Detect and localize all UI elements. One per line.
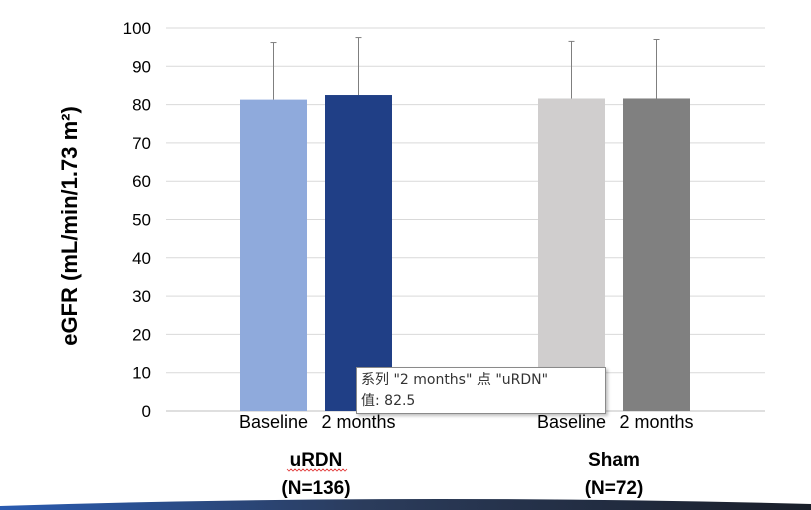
group-n-sham: (N=72) [585,478,644,499]
category-labels: Baseline 2 months Baseline 2 months [239,412,694,432]
bar-urdn-baseline [240,99,307,411]
y-tick-label: 60 [132,172,151,191]
y-tick-label: 40 [132,249,151,268]
y-tick-label: 100 [123,19,151,38]
group-labels: uRDN (N=136) Sham (N=72) [281,450,643,499]
y-tick-label: 70 [132,134,151,153]
category-label: 2 months [321,412,395,432]
bar-urdn-2-months [325,95,392,412]
y-tick-label: 0 [142,402,151,421]
data-tooltip: 系列 "2 months" 点 "uRDN" 值: 82.5 [356,367,606,414]
group-name-urdn: uRDN [290,450,343,471]
bars [240,95,690,412]
y-tick-labels: 0 10 20 30 40 50 60 70 80 90 100 [123,19,151,421]
y-tick-label: 90 [132,57,151,76]
tooltip-series-line: 系列 "2 months" 点 "uRDN" [361,372,549,388]
tooltip-value-line: 值: 82.5 [361,393,416,409]
category-label: 2 months [619,412,693,432]
category-label: Baseline [537,412,606,432]
y-tick-label: 50 [132,211,151,230]
spellcheck-underline [286,468,348,472]
category-label: Baseline [239,412,308,432]
y-axis-label: eGFR (mL/min/1.73 m²) [57,106,82,346]
group-name-sham: Sham [588,450,640,471]
bottom-decoration [0,498,811,510]
y-tick-label: 30 [132,287,151,306]
bar-sham-2-months [623,98,690,412]
y-tick-label: 80 [132,96,151,115]
group-n-urdn: (N=136) [281,478,350,499]
y-tick-label: 10 [132,364,151,383]
y-tick-label: 20 [132,325,151,344]
bar-sham-baseline [538,98,605,412]
error-bars [270,37,660,100]
